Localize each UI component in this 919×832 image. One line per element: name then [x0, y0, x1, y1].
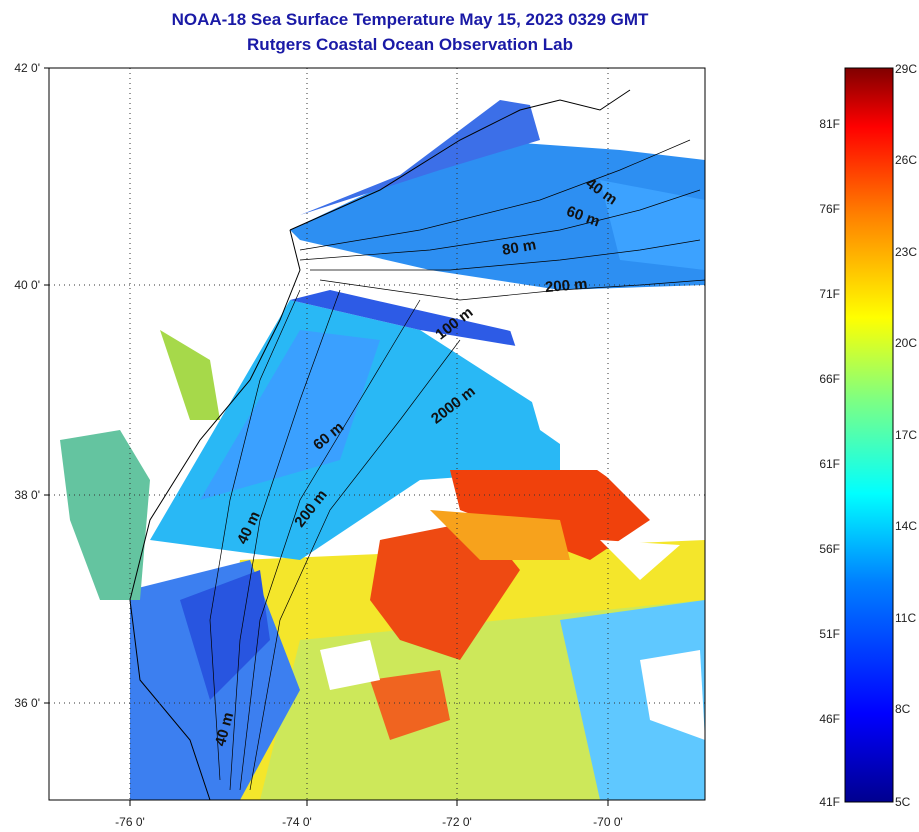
- colorbar-c-label: 8C: [895, 702, 911, 716]
- colorbar-f-label: 41F: [819, 795, 840, 809]
- colorbar-c-label: 26C: [895, 153, 917, 167]
- lat-label-40: 40 0': [14, 278, 40, 292]
- colorbar-f-label: 56F: [819, 542, 840, 556]
- lat-label-42: 42 0': [14, 61, 40, 75]
- colorbar-f-label: 46F: [819, 712, 840, 726]
- lon-label-72: -72 0': [442, 815, 472, 829]
- lon-label-70: -70 0': [593, 815, 623, 829]
- map-subtitle: Rutgers Coastal Ocean Observation Lab: [247, 35, 573, 54]
- lat-label-38: 38 0': [14, 488, 40, 502]
- colorbar: [844, 67, 894, 803]
- colorbar-c-label: 23C: [895, 245, 917, 259]
- map-title: NOAA-18 Sea Surface Temperature May 15, …: [171, 10, 649, 29]
- colorbar-f-label: 81F: [819, 117, 840, 131]
- colorbar-c-label: 20C: [895, 336, 917, 350]
- sst-field: [49, 68, 705, 800]
- colorbar-c-label: 17C: [895, 428, 917, 442]
- lat-label-36: 36 0': [14, 696, 40, 710]
- colorbar-c-label: 14C: [895, 519, 917, 533]
- lon-label-74: -74 0': [282, 815, 312, 829]
- colorbar-c-label: 29C: [895, 62, 917, 76]
- lon-label-76: -76 0': [115, 815, 145, 829]
- colorbar-f-label: 66F: [819, 372, 840, 386]
- colorbar-f-label: 76F: [819, 202, 840, 216]
- graticule: [49, 68, 705, 800]
- colorbar-c-label: 5C: [895, 795, 911, 809]
- colorbar-f-label: 51F: [819, 627, 840, 641]
- depth-label: 200 m: [544, 276, 588, 297]
- colorbar-f-label: 71F: [819, 287, 840, 301]
- map-frame: [48, 67, 706, 801]
- depth-label: 80 m: [501, 236, 538, 259]
- colorbar-c-label: 11C: [895, 611, 916, 625]
- colorbar-f-label: 61F: [819, 457, 840, 471]
